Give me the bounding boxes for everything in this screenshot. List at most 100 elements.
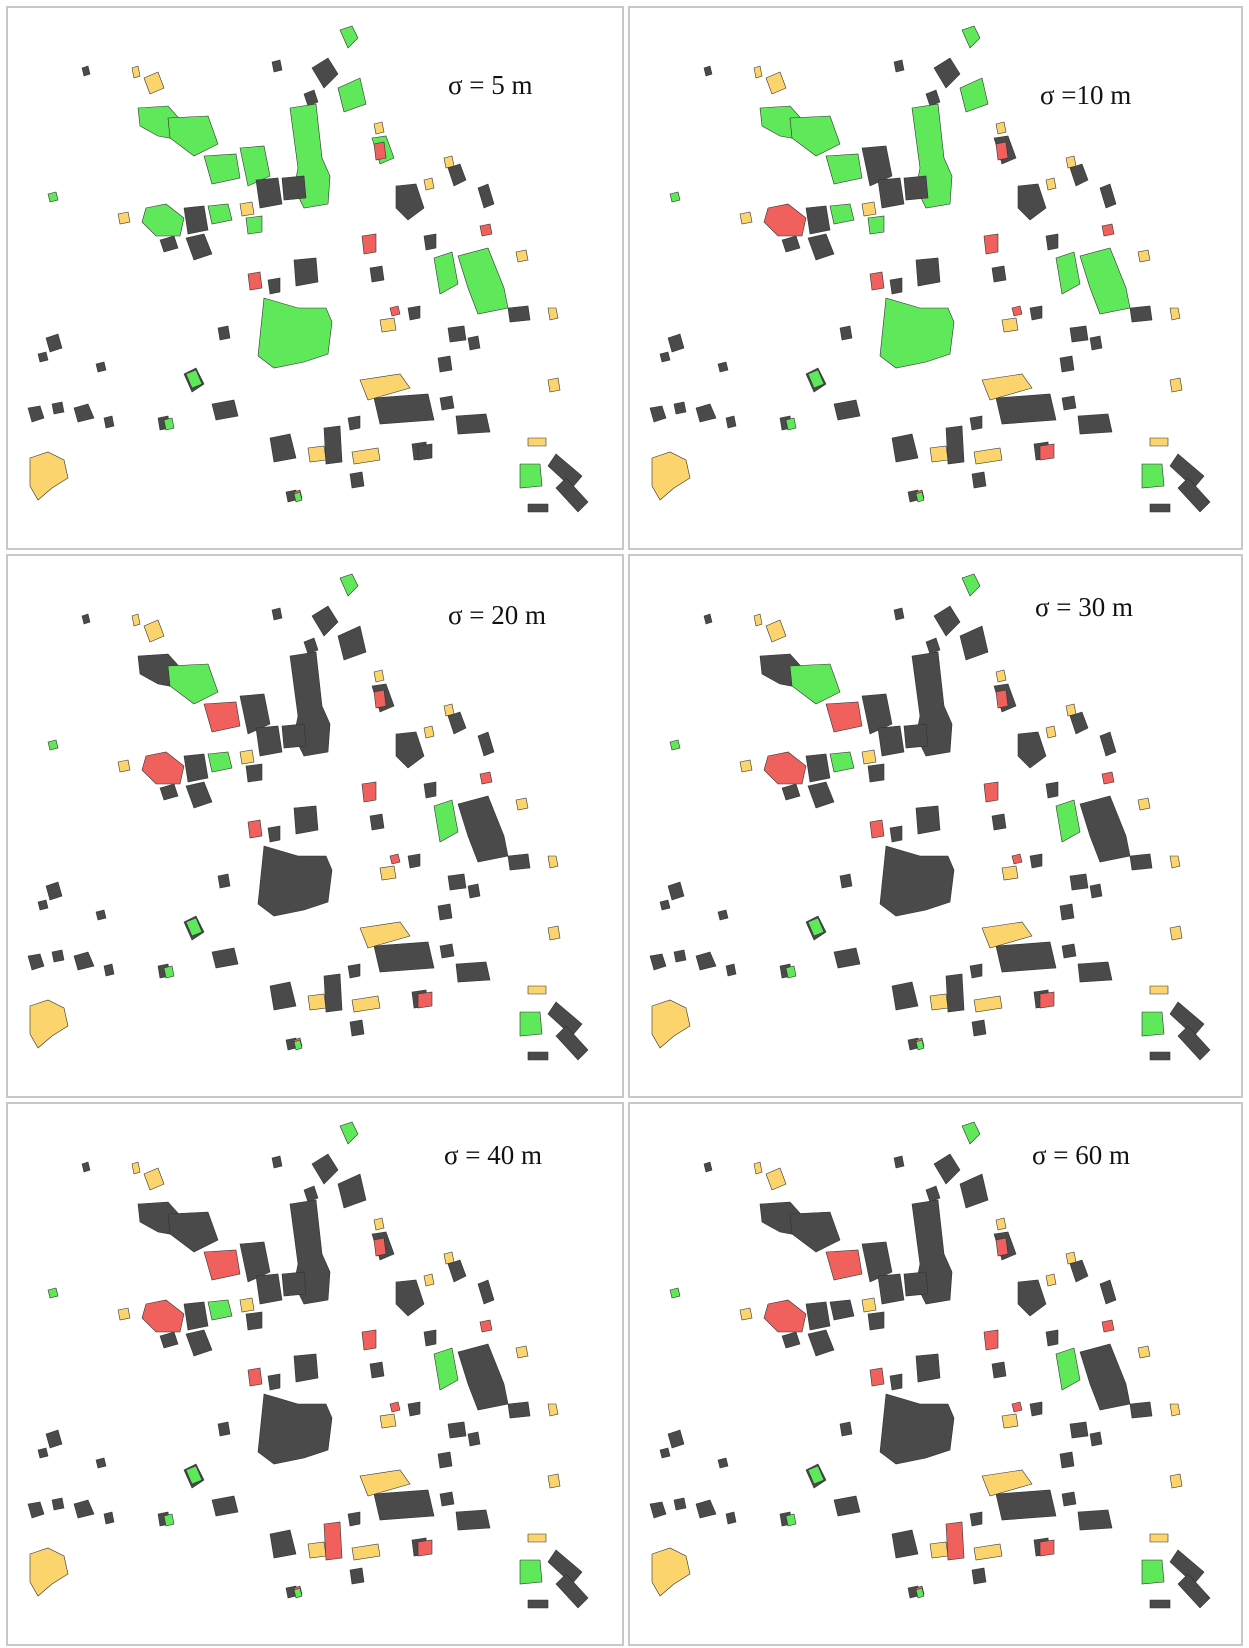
map-panel-sigma-5: σ = 5 m [6, 6, 624, 550]
building-footprint [805, 1301, 831, 1331]
building-footprint-variable [361, 781, 377, 803]
building-footprint [649, 405, 667, 423]
building-footprint [95, 1457, 107, 1469]
building-footprint [1011, 305, 1023, 317]
building-footprint [477, 731, 495, 757]
building-footprint [1149, 1051, 1171, 1061]
building-footprint [439, 1491, 455, 1507]
building-footprint [995, 393, 1057, 425]
building-footprint-variable [323, 1521, 343, 1561]
building-footprint [1077, 413, 1113, 435]
building-footprint [1149, 503, 1171, 513]
building-footprint-variable [825, 1249, 863, 1281]
building-footprint-variable [903, 1271, 929, 1297]
building-footprint [893, 1155, 905, 1169]
building-footprint [717, 1457, 729, 1469]
building-footprint [1045, 177, 1057, 191]
map-panel-sigma-10: σ =10 m [628, 6, 1243, 550]
building-footprint [37, 351, 49, 363]
building-footprint [117, 1307, 131, 1321]
building-footprint-variable [247, 819, 263, 839]
building-footprint [833, 1495, 861, 1517]
building-footprint-variable [1079, 247, 1131, 315]
building-footprint [785, 965, 797, 979]
building-footprint [1169, 925, 1183, 941]
building-footprint [1077, 1509, 1113, 1531]
building-footprint [131, 65, 141, 79]
building-footprint-variable [869, 819, 885, 839]
building-footprint-variable [825, 701, 863, 733]
building-footprint [81, 1161, 91, 1173]
building-footprint-variable [323, 973, 343, 1013]
building-footprint [269, 981, 297, 1011]
building-footprint-variable [829, 203, 855, 225]
building-footprint [29, 1547, 69, 1597]
building-footprint-variable [359, 373, 411, 401]
building-footprint [725, 963, 737, 977]
building-footprint [507, 853, 531, 871]
building-footprint-variable [867, 763, 885, 783]
building-footprint [159, 1331, 179, 1349]
building-footprint [1011, 1401, 1023, 1413]
building-footprint [479, 771, 493, 785]
building-map [27, 1121, 589, 1609]
building-footprint [659, 899, 671, 911]
building-footprint [293, 1353, 319, 1383]
building-footprint [369, 813, 385, 831]
building-footprint [515, 249, 529, 263]
building-footprint-variable [995, 1237, 1009, 1257]
building-footprint-variable [339, 25, 359, 49]
building-footprint [423, 781, 437, 799]
building-footprint [1101, 771, 1115, 785]
building-footprint-variable [763, 203, 807, 237]
building-footprint-variable [1141, 463, 1165, 489]
building-footprint-variable [789, 1211, 841, 1253]
building-footprint-variable [861, 693, 893, 735]
building-footprint [29, 999, 69, 1049]
building-footprint-variable [359, 1469, 411, 1497]
building-footprint-variable [239, 145, 271, 187]
building-footprint [527, 1533, 547, 1543]
building-footprint [991, 1361, 1007, 1379]
building-footprint [437, 1451, 453, 1469]
building-footprint [467, 335, 481, 351]
building-footprint [527, 503, 549, 513]
building-footprint-variable [829, 1299, 855, 1321]
building-footprint [1065, 703, 1077, 717]
building-footprint [669, 1287, 681, 1299]
building-footprint-variable [245, 763, 263, 783]
building-footprint [1045, 1273, 1057, 1287]
map-panel-sigma-40: σ = 40 m [6, 1102, 624, 1646]
building-footprint [915, 1353, 941, 1383]
building-footprint-variable [167, 115, 219, 157]
building-footprint [159, 235, 179, 253]
building-footprint [1177, 1025, 1211, 1061]
building-footprint [369, 265, 385, 283]
building-footprint [95, 361, 107, 373]
building-footprint [839, 873, 853, 889]
building-footprint [1069, 1421, 1089, 1439]
building-footprint [1149, 437, 1169, 447]
building-footprint [861, 1297, 877, 1313]
building-footprint [217, 873, 231, 889]
building-footprint [807, 781, 835, 809]
building-footprint [27, 1501, 45, 1519]
building-footprint [447, 711, 467, 735]
building-footprint [467, 883, 481, 899]
building-footprint [973, 995, 1003, 1013]
building-footprint [1065, 155, 1077, 169]
building-footprint [547, 925, 561, 941]
building-footprint [183, 1301, 209, 1331]
building-footprint [1101, 1319, 1115, 1333]
building-footprint [695, 951, 717, 971]
building-footprint [455, 1509, 491, 1531]
building-footprint-variable [903, 175, 929, 201]
building-footprint [477, 1279, 495, 1305]
building-footprint-variable [945, 1521, 965, 1561]
building-footprint [447, 325, 467, 343]
building-footprint [893, 59, 905, 73]
building-map [27, 25, 589, 513]
building-footprint [649, 953, 667, 971]
building-footprint [423, 177, 435, 191]
building-footprint [185, 1465, 203, 1485]
